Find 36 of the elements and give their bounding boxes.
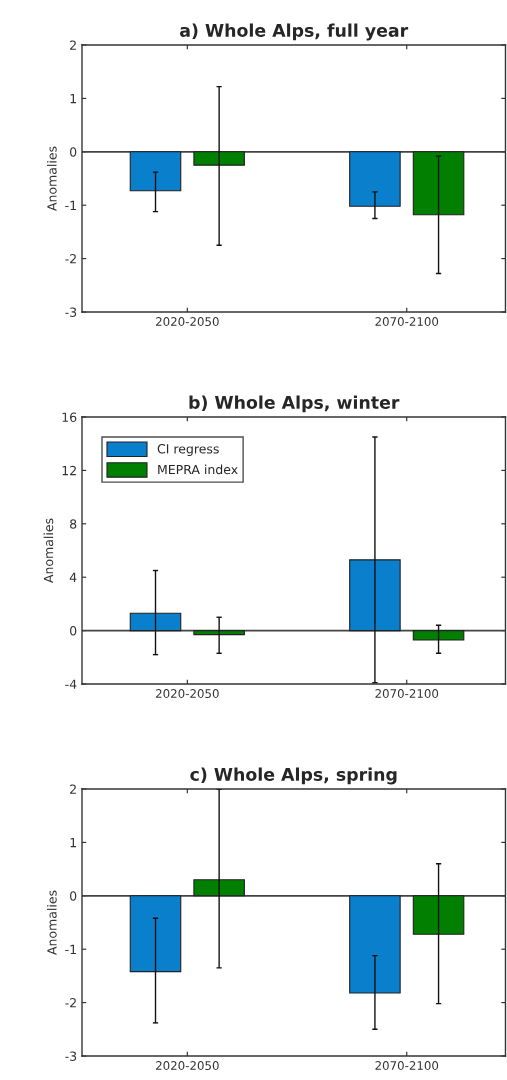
y-axis-title: Anomalies [47, 146, 57, 211]
y-axis-title: Anomalies [43, 518, 54, 583]
x-tick-label: 2020-2050 [156, 317, 219, 326]
y-tick-label: -3 [65, 1051, 77, 1061]
x-tick-label: 2070-2100 [375, 317, 439, 326]
y-tick-label: 0 [70, 626, 77, 636]
y-axis-title: Anomalies [47, 890, 57, 955]
y-tick-label: -1 [65, 200, 76, 210]
x-tick-label: 2070-2100 [375, 1061, 439, 1070]
y-tick-label: 1 [70, 838, 76, 848]
y-tick-label: 4 [69, 572, 77, 582]
y-tick-label: 1 [70, 94, 76, 104]
y-tick-label: 0 [70, 147, 77, 157]
legend-label: CI regress [157, 444, 219, 456]
x-tick-label: 2020-2050 [156, 689, 219, 698]
y-tick-label: 2 [70, 40, 76, 50]
y-tick-label: 8 [70, 519, 77, 529]
chart-title: c) Whole Alps, spring [190, 767, 397, 785]
bar [193, 630, 245, 636]
bar [349, 559, 401, 632]
y-tick-label: 16 [62, 412, 77, 422]
y-tick-label: -2 [65, 254, 76, 264]
bar [129, 612, 182, 632]
legend-label: MEPRA index [158, 464, 238, 475]
y-tick-label: 0 [70, 891, 77, 901]
y-tick-label: -1 [65, 944, 76, 954]
y-tick-label: 12 [62, 465, 76, 476]
y-tick-label: -2 [65, 998, 76, 1008]
x-tick-label: 2070-2100 [375, 689, 439, 698]
y-tick-label: -3 [65, 307, 77, 317]
y-tick-label: -4 [65, 679, 77, 689]
bar [412, 630, 465, 641]
x-tick-label: 2020-2050 [156, 1061, 219, 1070]
chart-title: a) Whole Alps, full year [180, 23, 409, 41]
chart-title: b) Whole Alps, winter [189, 395, 400, 413]
y-tick-label: 2 [70, 784, 76, 794]
